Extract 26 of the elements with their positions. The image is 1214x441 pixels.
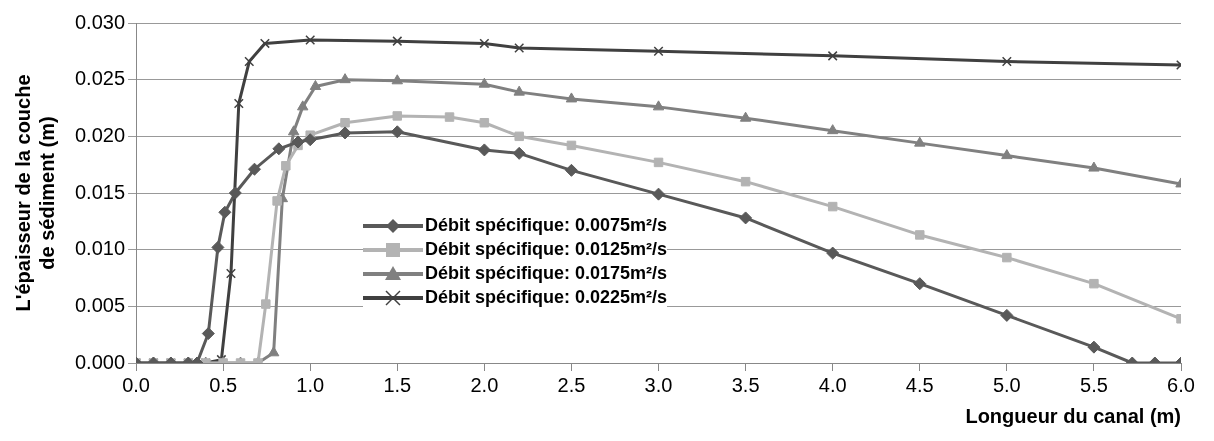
x-tick-label: 3.5 [731, 373, 760, 396]
x-tick-label: 3.0 [644, 373, 673, 396]
x-tick-label: 1.0 [296, 373, 325, 396]
y-tick-label: 0.000 [74, 350, 126, 373]
y-tick-label: 0.025 [74, 67, 126, 90]
x-tick-label: 0.5 [209, 373, 238, 396]
y-tick-label: 0.005 [74, 293, 126, 316]
legend-label: Débit spécifique: 0.0125m²/s [425, 239, 668, 259]
legend-label: Débit spécifique: 0.0175m²/s [425, 263, 668, 283]
x-tick-label: 4.0 [818, 373, 847, 396]
y-tick-label: 0.010 [74, 237, 126, 260]
y-tick-label: 0.015 [74, 180, 126, 203]
x-tick-label: 6.0 [1167, 373, 1195, 396]
x-tick-label: 2.0 [470, 373, 499, 396]
y-axis-title: L'épaisseur de la couche de sédiment (m) [11, 74, 58, 312]
x-tick-label: 2.5 [557, 373, 586, 396]
y-tick-label: 0.030 [74, 10, 126, 33]
x-tick-label: 1.5 [383, 373, 412, 396]
x-tick-label: 4.5 [905, 373, 934, 396]
x-tick-label: 5.5 [1080, 373, 1108, 396]
x-tick-label: 5.0 [992, 373, 1021, 396]
y-tick-label: 0.020 [74, 123, 126, 146]
legend-label: Débit spécifique: 0.0225m²/s [425, 287, 668, 307]
x-tick-label: 0.0 [122, 373, 150, 396]
legend-label: Débit spécifique: 0.0075m²/s [425, 215, 668, 235]
x-axis-title: Longueur du canal (m) [965, 404, 1181, 427]
